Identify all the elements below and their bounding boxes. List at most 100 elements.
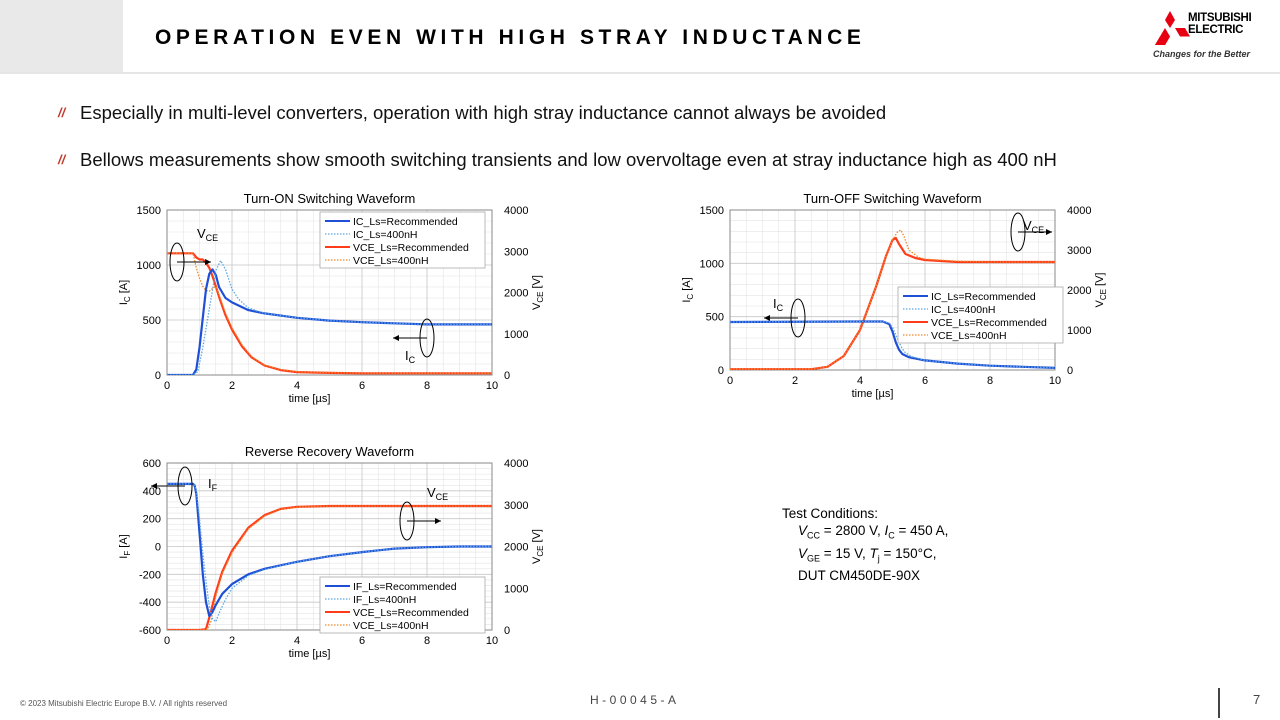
y-left-tick-label: 400 (143, 486, 161, 498)
annotation-label: IC (405, 348, 416, 365)
y-right-axis-label: VCE [V] (1094, 273, 1108, 308)
y-left-tick-label: -600 (139, 625, 161, 637)
y-left-tick-label: -400 (139, 597, 161, 609)
annotation: VCE (399, 485, 448, 541)
reverse-recovery-chart: Reverse Recovery Waveform 0 2 4 6 8 10 -600 -400… (105, 443, 560, 668)
bullet-mark-icon: // (58, 105, 66, 120)
legend-entry: VCE_Ls=400nH (353, 620, 429, 632)
series-line-if-ls-400nh (167, 483, 492, 623)
legend: IC_Ls=RecommendedIC_Ls=400nHVCE_Ls=Recom… (319, 211, 486, 269)
y-right-tick-label: 0 (504, 370, 510, 382)
legend-entry: VCE_Ls=Recommended (353, 242, 469, 254)
series-line-ic-ls-400nh (167, 259, 492, 375)
y-left-axis-label: IC [A] (681, 277, 695, 302)
turn-off-chart: Turn-OFF Switching Waveform 0 2 4 6 8 10 0 500 10… (668, 190, 1118, 410)
y-right-tick-label: 2000 (504, 542, 528, 554)
page-number: 7 (1253, 692, 1261, 707)
y-left-tick-label: 0 (155, 370, 161, 382)
y-right-axis-label: VCE [V] (531, 275, 545, 310)
y-left-tick-label: -200 (139, 569, 161, 581)
x-tick-label: 6 (359, 635, 365, 647)
plot-frame (166, 209, 493, 376)
legend-entry: IC_Ls=400nH (353, 229, 418, 241)
annotation: IC (764, 296, 806, 338)
y-left-tick-label: 1500 (700, 205, 724, 217)
legend-entry: VCE_Ls=Recommended (353, 607, 469, 619)
logo-line2: ELECTRIC (1188, 24, 1244, 36)
annotation: VCE (169, 226, 218, 282)
y-right-tick-label: 1000 (504, 329, 528, 341)
x-tick-label: 0 (164, 380, 170, 392)
x-tick-label: 8 (424, 380, 430, 392)
chart-title: Turn-OFF Switching Waveform (803, 191, 981, 206)
y-left-tick-label: 200 (143, 514, 161, 526)
legend-entry: IC_Ls=400nH (931, 304, 996, 316)
page-title: OPERATION EVEN WITH HIGH STRAY INDUCTANC… (155, 26, 866, 49)
y-left-tick-label: 1500 (137, 205, 161, 217)
series-line-vce-ls-400nh (167, 505, 492, 630)
y-right-tick-label: 0 (1067, 365, 1073, 377)
y-right-tick-label: 4000 (504, 205, 528, 217)
test-conditions-line2: VGE = 15 V, Tj = 150°C, (798, 545, 937, 564)
legend-entry: IC_Ls=Recommended (931, 291, 1036, 303)
x-tick-label: 0 (164, 635, 170, 647)
footer-copyright: © 2023 Mitsubishi Electric Europe B.V. /… (20, 699, 228, 708)
x-tick-label: 2 (792, 375, 798, 387)
series-line-vce-ls-recommended (730, 236, 1055, 370)
test-conditions-line3: DUT CM450DE-90X (798, 568, 921, 584)
legend-entry: VCE_Ls=400nH (353, 255, 429, 267)
y-right-tick-label: 0 (504, 625, 510, 637)
x-tick-label: 4 (294, 380, 300, 392)
x-tick-label: 0 (727, 375, 733, 387)
series-line-vce-ls-400nh (167, 252, 492, 374)
legend-entry: IF_Ls=400nH (353, 594, 416, 606)
legend-entry: IC_Ls=Recommended (353, 216, 458, 228)
y-left-tick-label: 1000 (700, 258, 724, 270)
annotation-label: IC (773, 296, 784, 313)
test-conditions-heading: Test Conditions: (782, 506, 879, 521)
x-tick-label: 10 (1049, 375, 1061, 387)
x-tick-label: 6 (922, 375, 928, 387)
header-bar: OPERATION EVEN WITH HIGH STRAY INDUCTANC… (0, 0, 1280, 74)
y-left-tick-label: 600 (143, 458, 161, 470)
x-tick-label: 6 (359, 380, 365, 392)
x-tick-label: 2 (229, 380, 235, 392)
y-left-tick-label: 0 (155, 542, 161, 554)
y-right-tick-label: 2000 (504, 288, 528, 300)
logo-line1: MITSUBISHI (1188, 12, 1252, 24)
y-left-tick-label: 1000 (137, 260, 161, 272)
annotation: IC (393, 318, 435, 365)
chart-title: Turn-ON Switching Waveform (244, 191, 416, 206)
legend-entry: IF_Ls=Recommended (353, 581, 457, 593)
mitsubishi-logo: MITSUBISHI ELECTRIC Changes for the Bett… (1150, 8, 1270, 64)
legend-entry: VCE_Ls=400nH (931, 330, 1007, 342)
y-right-tick-label: 1000 (1067, 325, 1091, 337)
y-right-axis-label: VCE [V] (531, 529, 545, 564)
y-right-tick-label: 2000 (1067, 285, 1091, 297)
legend-entry: VCE_Ls=Recommended (931, 317, 1047, 329)
bullet-1-text: Especially in multi-level converters, op… (80, 102, 887, 123)
x-tick-label: 8 (987, 375, 993, 387)
y-left-axis-label: IF [A] (118, 534, 132, 558)
chart-svg: Reverse Recovery Waveform 0 2 4 6 8 10 -600 -400… (118, 444, 545, 660)
x-tick-label: 8 (424, 635, 430, 647)
annotation-label: VCE (1023, 218, 1044, 235)
x-axis-label: time [µs] (289, 648, 331, 660)
y-right-tick-label: 3000 (504, 500, 528, 512)
legend: IC_Ls=RecommendedIC_Ls=400nHVCE_Ls=Recom… (897, 286, 1064, 344)
x-tick-label: 4 (857, 375, 863, 387)
annotation-label: VCE (427, 485, 448, 502)
y-right-tick-label: 3000 (504, 246, 528, 258)
header-grey-block (0, 0, 123, 72)
annotation-label: VCE (197, 226, 218, 243)
x-tick-label: 10 (486, 635, 498, 647)
three-diamonds-icon (1155, 11, 1190, 45)
bullet-mark-icon: // (58, 152, 66, 167)
y-left-tick-label: 0 (718, 365, 724, 377)
series-line-ic-ls-recommended (167, 268, 492, 375)
test-conditions: Test Conditions: VCC = 2800 V, IC = 450 … (782, 505, 948, 584)
y-right-tick-label: 4000 (1067, 205, 1091, 217)
y-right-tick-label: 1000 (504, 583, 528, 595)
x-axis-label: time [µs] (289, 393, 331, 405)
x-axis-label: time [µs] (852, 388, 894, 400)
